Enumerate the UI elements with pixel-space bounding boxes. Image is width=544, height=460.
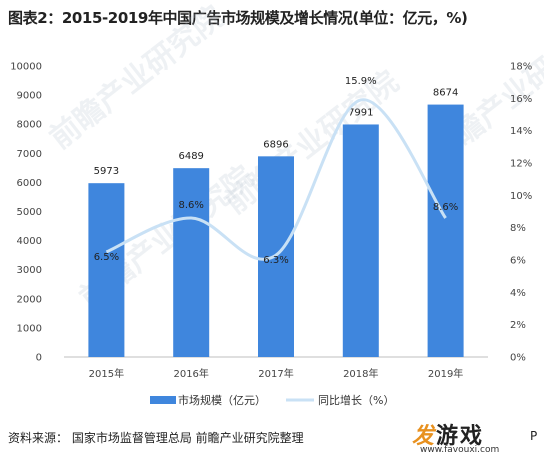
y-left-tick-label: 2000: [17, 294, 42, 305]
bar: [88, 183, 125, 357]
growth-value-label: 8.6%: [433, 202, 458, 213]
bar: [173, 168, 210, 357]
y-left-tick-label: 9000: [17, 91, 42, 102]
bar-value-label: 6896: [263, 139, 288, 150]
legend-line-label: 同比增长（%）: [318, 393, 394, 407]
bar-value-label: 5973: [94, 166, 119, 177]
y-right-tick-label: 10%: [510, 191, 532, 202]
y-left-tick-label: 6000: [17, 178, 42, 189]
y-left-tick-label: 7000: [17, 149, 42, 160]
y-right-tick-label: 4%: [510, 288, 526, 299]
y-left-tick-label: 3000: [17, 265, 42, 276]
growth-value-label: 6.3%: [263, 255, 288, 266]
cut-off-text: P: [530, 429, 538, 443]
y-left-tick-label: 8000: [17, 120, 42, 131]
x-axis-labels: 2015年 2016年 2017年 2018年 2019年: [89, 367, 464, 380]
y-left-tick-label: 0: [36, 353, 42, 364]
chart-title: 图表2：2015-2019年中国广告市场规模及增长情况(单位：亿元，%): [8, 9, 468, 27]
y-right-tick-label: 2%: [510, 320, 526, 331]
bar: [342, 124, 379, 357]
bar-value-label: 8674: [433, 88, 458, 99]
x-tick-label: 2017年: [258, 367, 293, 380]
y-right-tick-label: 8%: [510, 223, 526, 234]
bar-value-label: 7991: [348, 107, 373, 118]
logo-text: 发游戏: [412, 418, 484, 450]
site-logo: 发游戏 www.favouxi.com: [408, 418, 532, 458]
y-right-tick-label: 0%: [510, 353, 526, 364]
y-right-tick-label: 16%: [510, 94, 532, 105]
growth-value-label: 6.5%: [94, 252, 119, 263]
x-tick-label: 2015年: [89, 367, 124, 380]
y-right-tick-label: 6%: [510, 256, 526, 267]
legend: 市场规模（亿元） 同比增长（%）: [150, 393, 394, 407]
y-right-tick-label: 18%: [510, 62, 532, 73]
y-left-tick-label: 1000: [17, 323, 42, 334]
y-left-tick-label: 5000: [17, 207, 42, 218]
bar-value-label: 6489: [178, 151, 203, 162]
logo-url: www.favouxi.com: [420, 445, 500, 455]
y-right-tick-label: 14%: [510, 126, 532, 137]
watermark-text: 前瞻产业研究院: [43, 0, 230, 156]
growth-value-label: 8.6%: [178, 200, 203, 211]
growth-line-series: 6.5% 8.6% 6.3% 15.9% 8.6%: [94, 76, 459, 266]
bar: [427, 104, 464, 357]
growth-value-label: 15.9%: [345, 76, 377, 87]
legend-bar-label: 市场规模（亿元）: [178, 393, 266, 407]
y-left-tick-label: 4000: [17, 236, 42, 247]
growth-line: [105, 98, 447, 261]
source-note: 资料来源： 国家市场监督管理总局 前瞻产业研究院整理: [8, 431, 304, 445]
bar-series: 5973 6489 6896 7991 8674: [88, 88, 464, 357]
x-tick-label: 2018年: [343, 367, 378, 380]
x-tick-label: 2016年: [173, 367, 208, 380]
x-tick-label: 2019年: [428, 367, 463, 380]
legend-bar-swatch: [150, 396, 176, 404]
logo-main-text: 游戏: [436, 424, 485, 449]
logo-accent: 发: [412, 424, 437, 449]
right-axis: 0% 2% 4% 6% 8% 10% 12% 14% 16% 18%: [510, 62, 532, 364]
left-axis: 0 1000 2000 3000 4000 5000 6000 7000 8000 9000 100…: [10, 62, 42, 364]
y-left-tick-label: 10000: [10, 62, 42, 73]
y-right-tick-label: 12%: [510, 159, 532, 170]
